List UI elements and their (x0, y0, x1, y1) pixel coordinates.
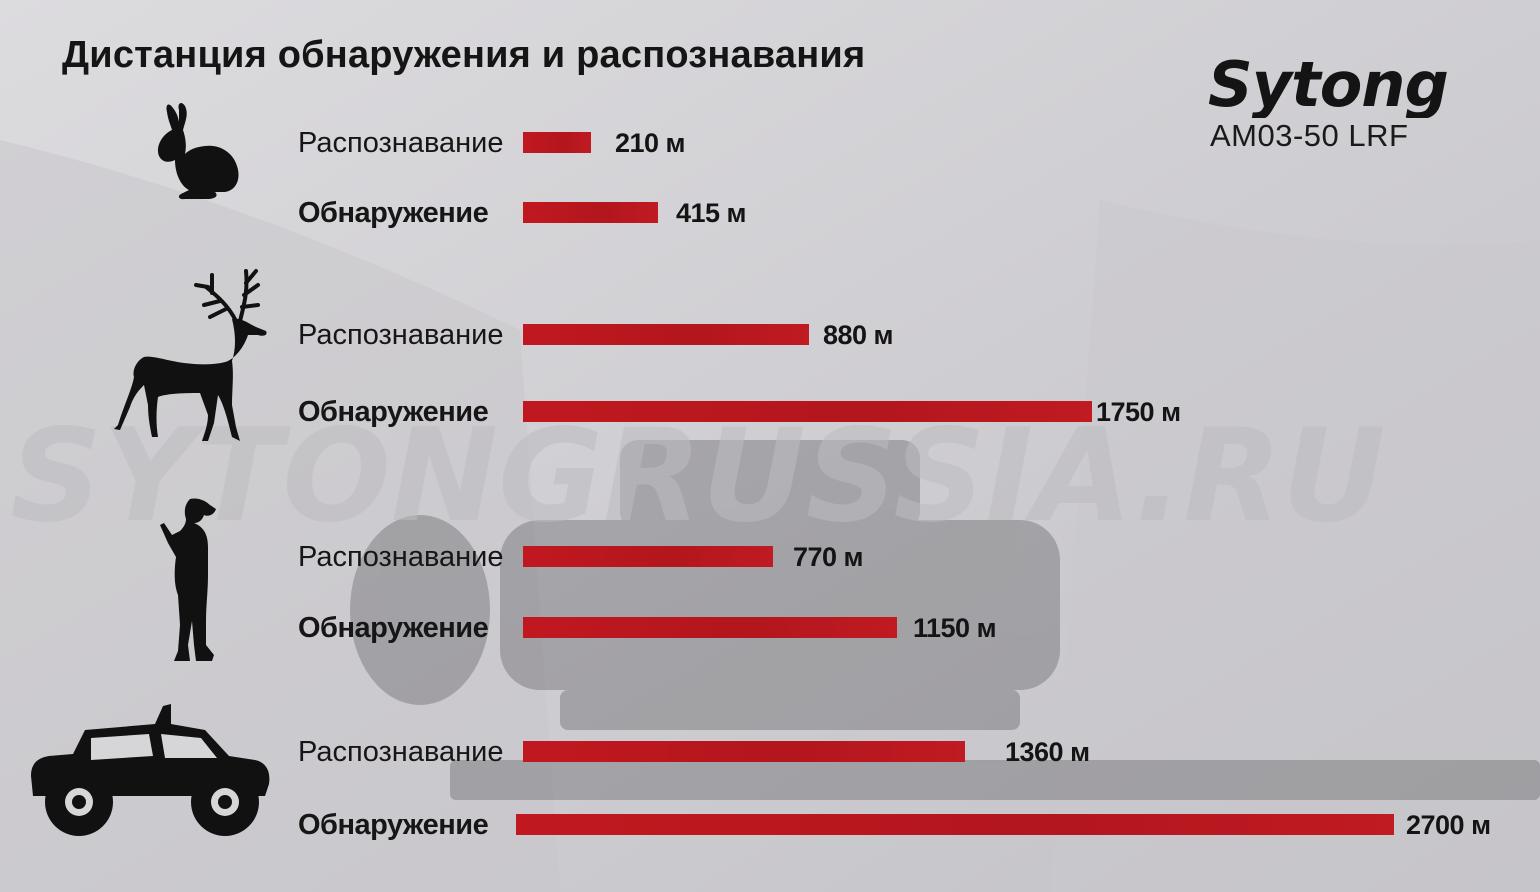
bar (523, 132, 591, 153)
row-label: Обнаружение (298, 612, 489, 644)
vehicle-icon (31, 704, 270, 836)
value-label: 1750 м (1096, 397, 1181, 427)
rabbit-icon (157, 103, 239, 200)
watermark: SYTONGRUSSIA.RU (10, 402, 1386, 551)
bar (523, 324, 809, 345)
row-label: Обнаружение (298, 809, 489, 841)
value-label: 880 м (823, 320, 894, 350)
bar (523, 617, 897, 638)
bar (523, 546, 773, 567)
bar (516, 814, 1394, 835)
page-title: Дистанция обнаружения и распознавания (62, 34, 866, 76)
brand-logo: Sytong (1208, 52, 1449, 118)
value-label: 2700 м (1406, 810, 1491, 840)
model-name: AM03-50 LRF (1210, 118, 1409, 153)
person-icon (160, 498, 216, 661)
value-label: 1150 м (913, 613, 997, 643)
row-label: Обнаружение (298, 396, 489, 428)
row-label: Распознавание (298, 541, 504, 573)
value-label: 415 м (676, 198, 747, 228)
deer-icon (114, 269, 267, 441)
row-label: Распознавание (298, 319, 504, 351)
row-label: Распознавание (298, 736, 504, 768)
row-label: Обнаружение (298, 197, 489, 229)
bar (523, 202, 658, 223)
value-label: 1360 м (1005, 737, 1090, 767)
scope-silhouette (350, 440, 1540, 800)
bar (523, 401, 1092, 422)
bar (523, 741, 965, 762)
value-label: 770 м (793, 542, 864, 572)
row-label: Распознавание (298, 127, 504, 159)
value-label: 210 м (615, 128, 686, 158)
svg-text:Sytong: Sytong (1208, 52, 1448, 118)
